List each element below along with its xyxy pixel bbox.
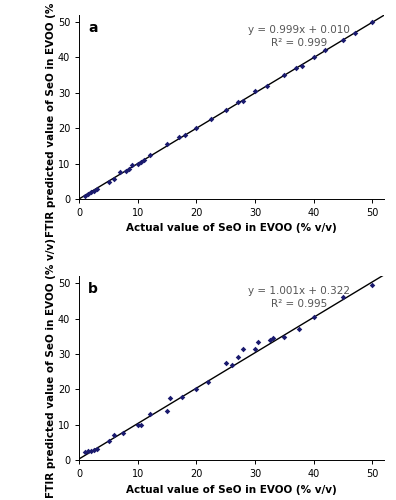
Point xyxy=(176,133,182,141)
Point xyxy=(234,354,241,362)
Point xyxy=(255,338,261,345)
Point xyxy=(129,162,135,170)
Text: y = 1.001x + 0.322: y = 1.001x + 0.322 xyxy=(248,286,350,296)
Point xyxy=(82,448,88,456)
Point xyxy=(299,62,305,70)
Point xyxy=(123,166,129,174)
Point xyxy=(293,64,299,72)
Point xyxy=(310,54,317,62)
Point xyxy=(111,176,118,184)
Point xyxy=(223,359,229,367)
Point xyxy=(105,436,112,444)
Point xyxy=(205,378,211,386)
Point xyxy=(340,36,346,44)
Point xyxy=(228,360,235,368)
Text: a: a xyxy=(88,20,98,34)
Point xyxy=(93,185,100,193)
Point xyxy=(310,313,317,321)
Point xyxy=(91,446,97,454)
Point xyxy=(147,150,153,158)
Point xyxy=(91,187,97,195)
Point xyxy=(340,294,346,302)
Point xyxy=(281,333,287,341)
Point xyxy=(193,124,200,132)
Text: R² = 0.995: R² = 0.995 xyxy=(270,299,327,309)
Point xyxy=(267,336,273,344)
Point xyxy=(252,87,258,95)
Point xyxy=(270,334,276,342)
Point xyxy=(369,281,375,289)
Point xyxy=(208,116,214,124)
Point xyxy=(322,46,329,54)
X-axis label: Actual value of SeO in EVOO (% v/v): Actual value of SeO in EVOO (% v/v) xyxy=(126,484,337,494)
Point xyxy=(182,131,188,139)
Point xyxy=(82,192,88,200)
Point xyxy=(137,420,144,428)
Point xyxy=(179,393,185,401)
Point xyxy=(85,190,91,198)
Point xyxy=(117,168,124,176)
Point xyxy=(88,447,94,455)
Point xyxy=(281,71,287,79)
Point xyxy=(120,430,126,438)
Point xyxy=(147,410,153,418)
Point xyxy=(164,407,170,415)
Point xyxy=(234,98,241,106)
Point xyxy=(240,344,247,352)
Point xyxy=(85,447,91,455)
Point xyxy=(135,160,141,168)
Point xyxy=(88,188,94,196)
Point xyxy=(111,430,118,438)
X-axis label: Actual value of SeO in EVOO (% v/v): Actual value of SeO in EVOO (% v/v) xyxy=(126,224,337,234)
Y-axis label: FTIR predicted value of SeO in EVOO (% v/v): FTIR predicted value of SeO in EVOO (% v… xyxy=(46,238,56,498)
Point xyxy=(296,325,302,333)
Point xyxy=(369,18,375,26)
Point xyxy=(352,28,358,36)
Point xyxy=(252,344,258,352)
Text: b: b xyxy=(88,282,98,296)
Point xyxy=(193,386,200,394)
Point xyxy=(264,82,270,90)
Text: y = 0.999x + 0.010: y = 0.999x + 0.010 xyxy=(248,25,350,35)
Point xyxy=(141,156,147,164)
Point xyxy=(223,106,229,114)
Point xyxy=(105,178,112,186)
Point xyxy=(164,140,170,148)
Point xyxy=(135,422,141,430)
Point xyxy=(126,165,132,173)
Point xyxy=(137,158,144,166)
Point xyxy=(93,446,100,454)
Point xyxy=(240,96,247,104)
Point xyxy=(167,394,173,402)
Y-axis label: FTIR predicted value of SeO in EVOO (% v/v): FTIR predicted value of SeO in EVOO (% v… xyxy=(46,0,56,237)
Text: R² = 0.999: R² = 0.999 xyxy=(270,38,327,48)
